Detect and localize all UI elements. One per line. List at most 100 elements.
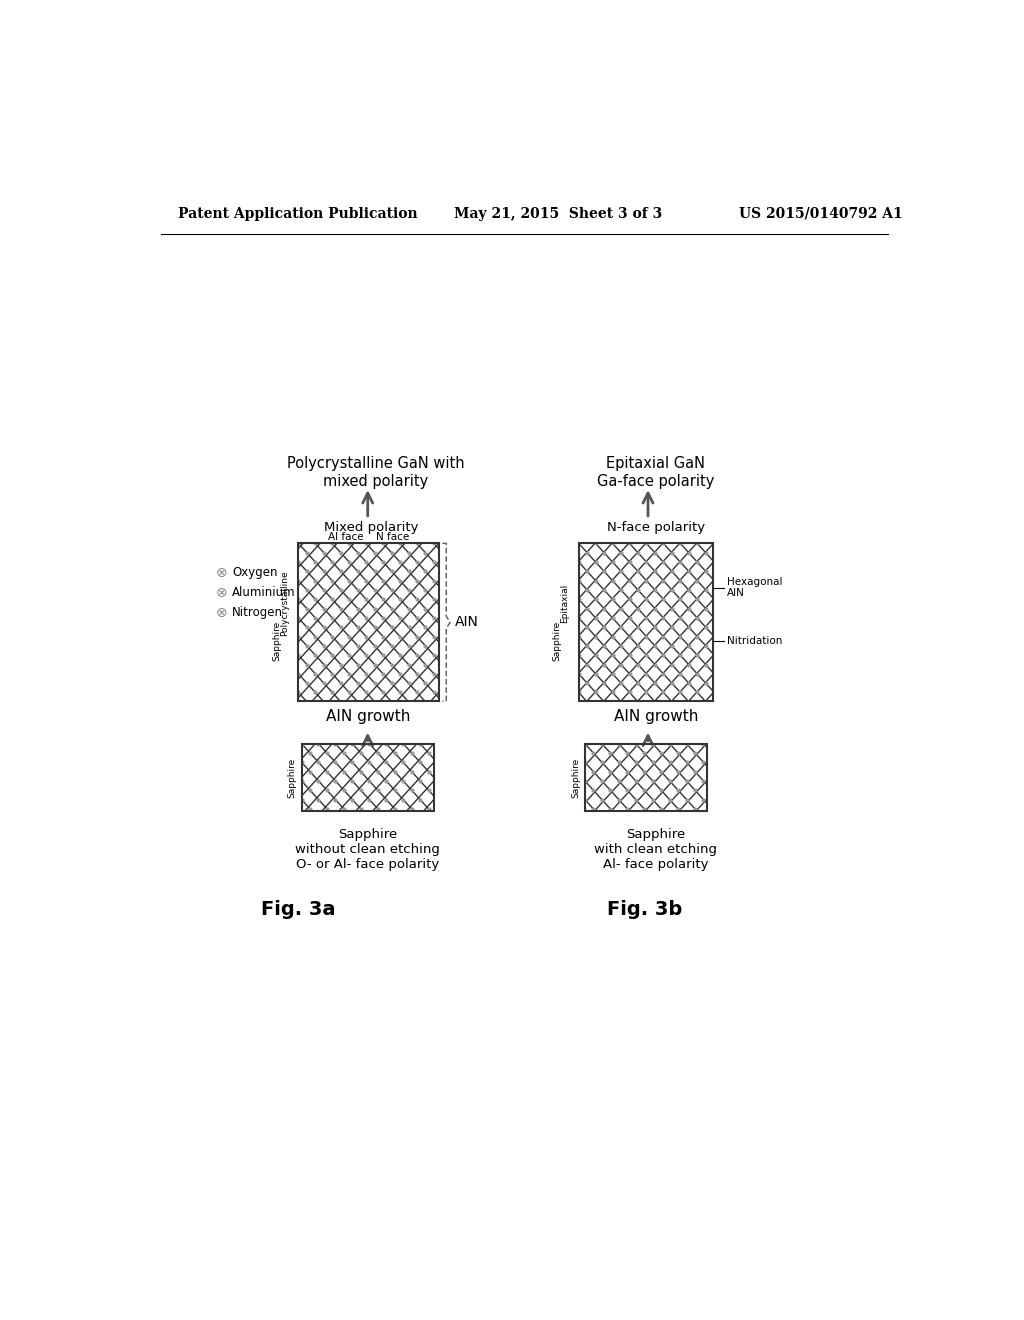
Point: [409, 607, 425, 628]
Point: [310, 733, 327, 754]
Point: [375, 644, 391, 665]
Point: [588, 682, 604, 704]
Point: [290, 626, 306, 647]
Point: [706, 552, 722, 573]
Text: Al face: Al face: [329, 532, 364, 543]
Text: Fig. 3a: Fig. 3a: [261, 900, 336, 919]
Point: [426, 533, 442, 554]
Point: [672, 644, 688, 665]
Point: [697, 635, 714, 656]
Point: [579, 598, 595, 619]
Point: [421, 762, 437, 783]
Point: [687, 762, 703, 783]
Point: [370, 742, 386, 763]
Point: [664, 673, 680, 694]
Point: [358, 570, 375, 591]
Point: [400, 635, 417, 656]
Point: [579, 616, 595, 638]
Text: AIN growth: AIN growth: [326, 709, 410, 725]
Text: Polycrystalline: Polycrystalline: [280, 570, 289, 636]
Point: [672, 626, 688, 647]
Point: [367, 692, 383, 713]
Point: [361, 751, 378, 772]
Point: [622, 682, 638, 704]
Point: [579, 561, 595, 582]
Point: [689, 570, 706, 591]
Text: US 2015/0140792 A1: US 2015/0140792 A1: [739, 207, 902, 220]
Point: [653, 780, 670, 801]
Point: [664, 635, 680, 656]
Point: [400, 543, 417, 564]
Point: [341, 626, 357, 647]
Point: [417, 561, 433, 582]
Point: [421, 780, 437, 801]
Point: [341, 589, 357, 610]
Point: [655, 607, 672, 628]
Point: [307, 607, 324, 628]
Point: [358, 533, 375, 554]
Point: [604, 552, 621, 573]
Point: [341, 570, 357, 591]
Point: [333, 635, 349, 656]
Point: [638, 682, 654, 704]
Point: [421, 742, 437, 763]
Point: [409, 663, 425, 684]
Point: [585, 799, 601, 820]
Point: [604, 644, 621, 665]
Point: [302, 780, 318, 801]
Point: [596, 579, 612, 601]
Point: [395, 751, 412, 772]
Point: [620, 742, 636, 763]
Point: [636, 742, 652, 763]
Point: [628, 733, 644, 754]
Text: Fig. 3b: Fig. 3b: [607, 900, 683, 919]
Point: [409, 682, 425, 704]
Point: [670, 799, 686, 820]
Point: [638, 644, 654, 665]
Point: [325, 552, 341, 573]
Point: [367, 543, 383, 564]
Point: [579, 635, 595, 656]
Point: [370, 762, 386, 783]
Point: [328, 751, 344, 772]
Point: [655, 682, 672, 704]
Point: [417, 692, 433, 713]
Point: [328, 771, 344, 792]
Point: [315, 635, 332, 656]
Point: [594, 751, 610, 772]
Point: [622, 644, 638, 665]
Point: [588, 552, 604, 573]
Point: [628, 771, 644, 792]
Point: [664, 616, 680, 638]
Point: [596, 692, 612, 713]
Point: [417, 598, 433, 619]
Bar: [301, 743, 434, 812]
Point: [638, 552, 654, 573]
Point: [628, 789, 644, 810]
Point: [604, 626, 621, 647]
Point: [361, 771, 378, 792]
Point: [644, 751, 660, 772]
Point: [375, 607, 391, 628]
Point: [647, 692, 664, 713]
Point: [706, 607, 722, 628]
Point: [588, 607, 604, 628]
Point: [672, 589, 688, 610]
Point: [318, 780, 335, 801]
Point: [409, 552, 425, 573]
Point: [290, 607, 306, 628]
Point: [695, 789, 712, 810]
Point: [370, 780, 386, 801]
Point: [588, 626, 604, 647]
Point: [315, 653, 332, 675]
Text: Sapphire: Sapphire: [571, 758, 581, 797]
Point: [352, 742, 369, 763]
Bar: [298, 544, 438, 701]
Point: [336, 799, 352, 820]
Point: [647, 635, 664, 656]
Point: [392, 607, 409, 628]
Point: [655, 644, 672, 665]
Point: [421, 799, 437, 820]
Point: [392, 570, 409, 591]
Point: [662, 751, 678, 772]
